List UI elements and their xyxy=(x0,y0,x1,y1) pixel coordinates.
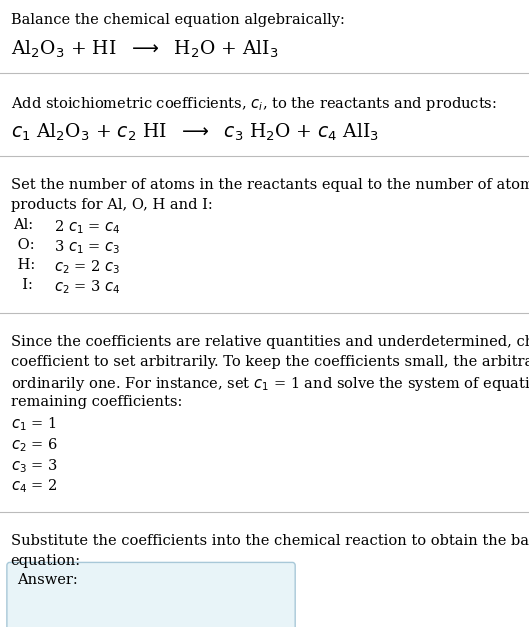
Text: products for Al, O, H and I:: products for Al, O, H and I: xyxy=(11,198,212,212)
Text: $c_4$ = 2: $c_4$ = 2 xyxy=(11,478,57,495)
Text: equation:: equation: xyxy=(11,554,81,568)
Text: Al:: Al: xyxy=(13,218,33,232)
FancyBboxPatch shape xyxy=(7,562,295,627)
Text: ordinarily one. For instance, set $c_1$ = 1 and solve the system of equations fo: ordinarily one. For instance, set $c_1$ … xyxy=(11,375,529,393)
Text: $c_1$ = 1: $c_1$ = 1 xyxy=(11,416,56,433)
Text: $c_2$ = 2 $c_3$: $c_2$ = 2 $c_3$ xyxy=(45,258,121,276)
Text: O:: O: xyxy=(13,238,35,252)
Text: $c_2$ = 6: $c_2$ = 6 xyxy=(11,436,58,454)
Text: 2 $c_1$ = $c_4$: 2 $c_1$ = $c_4$ xyxy=(45,218,121,236)
Text: Add stoichiometric coefficients, $c_i$, to the reactants and products:: Add stoichiometric coefficients, $c_i$, … xyxy=(11,95,496,113)
Text: $c_3$ = 3: $c_3$ = 3 xyxy=(11,457,57,475)
Text: Since the coefficients are relative quantities and underdetermined, choose a: Since the coefficients are relative quan… xyxy=(11,335,529,349)
Text: H:: H: xyxy=(13,258,35,272)
Text: Balance the chemical equation algebraically:: Balance the chemical equation algebraica… xyxy=(11,13,344,26)
Text: Substitute the coefficients into the chemical reaction to obtain the balanced: Substitute the coefficients into the che… xyxy=(11,534,529,548)
Text: 3 $c_1$ = $c_3$: 3 $c_1$ = $c_3$ xyxy=(45,238,121,256)
Text: $c_2$ = 3 $c_4$: $c_2$ = 3 $c_4$ xyxy=(45,278,121,296)
Text: remaining coefficients:: remaining coefficients: xyxy=(11,395,182,409)
Text: Set the number of atoms in the reactants equal to the number of atoms in the: Set the number of atoms in the reactants… xyxy=(11,178,529,192)
Text: Answer:: Answer: xyxy=(17,573,78,587)
Text: I:: I: xyxy=(13,278,33,292)
Text: Al$_2$O$_3$ + HI  $\longrightarrow$  H$_2$O + AlI$_3$: Al$_2$O$_3$ + HI $\longrightarrow$ H$_2$… xyxy=(11,39,278,60)
Text: coefficient to set arbitrarily. To keep the coefficients small, the arbitrary va: coefficient to set arbitrarily. To keep … xyxy=(11,355,529,369)
Text: $c_1$ Al$_2$O$_3$ + $c_2$ HI  $\longrightarrow$  $c_3$ H$_2$O + $c_4$ AlI$_3$: $c_1$ Al$_2$O$_3$ + $c_2$ HI $\longright… xyxy=(11,122,379,143)
